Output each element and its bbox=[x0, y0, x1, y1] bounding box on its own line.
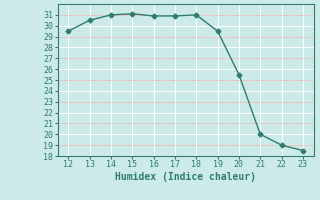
X-axis label: Humidex (Indice chaleur): Humidex (Indice chaleur) bbox=[115, 172, 256, 182]
